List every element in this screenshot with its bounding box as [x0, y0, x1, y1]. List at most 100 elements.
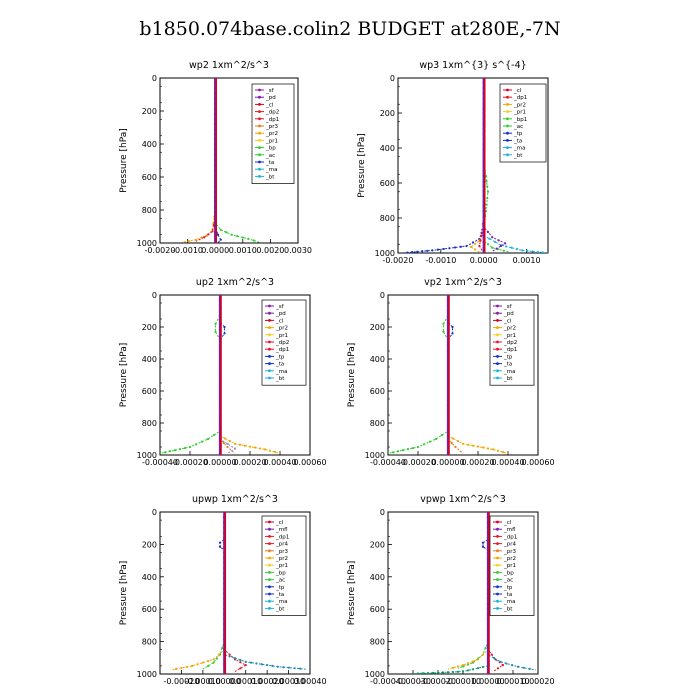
- series-marker: [499, 244, 502, 248]
- series-marker: [252, 239, 255, 242]
- x-tick-label: -0.0010: [172, 246, 203, 255]
- series-marker: [442, 322, 445, 325]
- series-marker: [273, 450, 277, 454]
- series-marker: [244, 660, 247, 663]
- legend-label: _ma: [265, 167, 277, 173]
- series-marker: [191, 664, 194, 668]
- series-marker: [255, 662, 258, 665]
- series-marker: [481, 545, 485, 548]
- series-marker: [217, 653, 221, 656]
- series-marker: [541, 251, 544, 253]
- series-line-ta: [412, 512, 489, 674]
- series-group: [181, 78, 260, 243]
- legend-label: _pr3: [265, 124, 279, 130]
- x-tick-label: 0.0000: [470, 256, 498, 265]
- series-marker: [488, 237, 491, 240]
- series-marker: [496, 667, 500, 670]
- y-tick-label: 0: [390, 74, 395, 83]
- series-marker: [481, 665, 485, 669]
- legend: _cl_mfl_dp1_pr4_pr3_pr2_pr1_bp_ac_tp_ta_…: [489, 515, 535, 616]
- series-marker: [266, 663, 269, 667]
- y-tick-label: 0: [152, 291, 157, 300]
- series-line-pr1: [170, 512, 225, 671]
- legend-label: _mfl: [503, 527, 516, 533]
- legend-marker: [506, 139, 509, 142]
- legend-marker: [258, 160, 261, 164]
- legend-marker: [258, 175, 261, 178]
- series-marker: [287, 666, 291, 669]
- series-marker: [214, 330, 217, 333]
- chart-panel-2: wp3 1xm^{3} s^{-4}02004006008001000-0.00…: [357, 60, 549, 265]
- series-marker: [486, 447, 490, 450]
- y-tick-label: 0: [380, 508, 385, 517]
- legend-marker: [496, 563, 499, 567]
- legend-label: _ma: [275, 369, 287, 375]
- legend-marker: [268, 549, 271, 553]
- x-tick-label: -0.0020: [145, 246, 176, 255]
- y-tick-label: 1000: [137, 239, 157, 248]
- series-marker: [216, 233, 220, 236]
- y-tick-label: 400: [142, 140, 157, 149]
- series-marker: [260, 663, 263, 666]
- series-line-pr1: [181, 78, 216, 243]
- y-axis-label: Pressure [hPa]: [119, 128, 129, 193]
- x-tick-label: 0.00010: [229, 677, 262, 686]
- legend-marker: [268, 355, 271, 358]
- legend-label: _tp: [275, 354, 285, 360]
- chart-title: vp2 1xm^2/s^3: [424, 277, 502, 288]
- legend-marker: [258, 124, 261, 128]
- legend-label: _pr4: [275, 542, 289, 548]
- legend-marker: [496, 326, 499, 329]
- legend-marker: [258, 167, 261, 171]
- legend-marker: [496, 369, 499, 373]
- series-marker: [431, 249, 434, 252]
- legend-label: _dp1: [275, 347, 289, 353]
- legend-label: _bt: [503, 606, 513, 612]
- legend: _cl_mfl_dp1_pr4_pr3_pr2_pr1_bp_ac_tp_ta_…: [261, 515, 307, 616]
- legend-label: _ac: [513, 124, 523, 130]
- series-marker: [486, 230, 490, 234]
- series-marker: [476, 658, 480, 661]
- series-marker: [471, 241, 475, 244]
- y-tick-label: 0: [152, 508, 157, 517]
- series-marker: [401, 449, 405, 452]
- series-marker: [212, 433, 216, 437]
- chart-panel-3: up2 1xm^2/s^3 0 200 400 600 800 1000-0.00040-0…: [119, 277, 327, 467]
- legend-marker: [496, 527, 499, 531]
- series-line-pr1: [469, 78, 485, 253]
- series-line-dp1: [195, 78, 216, 242]
- legend-label: _ac: [275, 578, 285, 584]
- series-marker: [411, 446, 415, 450]
- series-marker: [434, 437, 438, 441]
- x-tick-label: 0.00000: [208, 677, 241, 686]
- series-marker: [451, 437, 455, 440]
- y-tick-label: 200: [380, 109, 395, 118]
- legend-label: _tp: [513, 131, 523, 137]
- series-marker: [481, 541, 485, 544]
- legend-marker: [268, 599, 271, 603]
- series-marker: [239, 667, 242, 670]
- series-marker: [505, 662, 508, 665]
- series-marker: [233, 447, 237, 450]
- series-line-ac: [202, 512, 225, 670]
- series-marker: [168, 450, 172, 453]
- series-marker: [451, 332, 454, 335]
- legend-label: _pr1: [265, 138, 278, 144]
- legend-label: _pd: [265, 95, 276, 101]
- y-tick-label: 1000: [365, 670, 385, 679]
- legend-label: _dp2: [503, 340, 517, 346]
- legend-marker: [506, 103, 509, 106]
- chart-panel-4: vp2 1xm^2/s^3 0 200 400 600 800 1000-0.00040-0…: [347, 277, 555, 467]
- series-marker: [446, 671, 450, 674]
- series-marker: [516, 665, 520, 668]
- series-marker: [536, 250, 539, 253]
- series-marker: [426, 671, 430, 674]
- legend-marker: [268, 607, 271, 610]
- y-tick-label: 200: [370, 323, 385, 332]
- series-line-pr2: [219, 295, 236, 454]
- legend-marker: [268, 571, 271, 574]
- series-marker: [499, 660, 502, 663]
- series-marker: [233, 657, 237, 660]
- series-marker: [436, 248, 440, 251]
- legend-marker: [496, 578, 499, 581]
